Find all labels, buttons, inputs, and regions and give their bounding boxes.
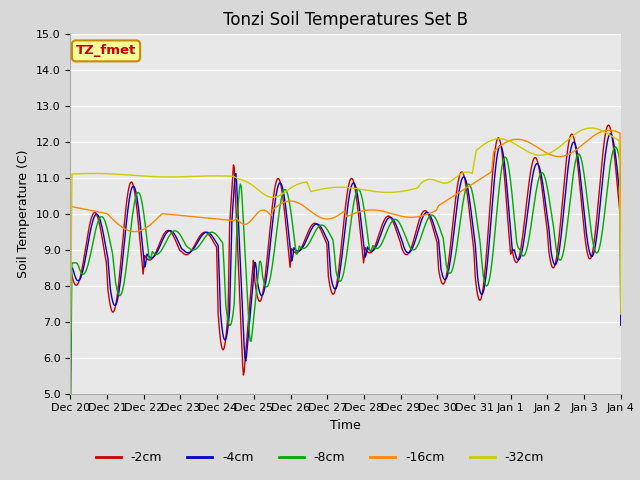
-32cm xyxy=(617,311,625,317)
Line: -16cm: -16cm xyxy=(70,130,621,329)
-4cm xyxy=(189,247,196,252)
-4cm xyxy=(133,195,141,201)
-16cm xyxy=(67,326,74,332)
-4cm xyxy=(617,322,625,328)
-8cm xyxy=(612,144,620,150)
-4cm xyxy=(67,367,74,372)
-2cm xyxy=(413,227,420,233)
-2cm xyxy=(429,223,436,229)
-8cm xyxy=(413,245,420,251)
-8cm xyxy=(189,247,196,253)
-32cm xyxy=(429,177,436,182)
-16cm xyxy=(218,216,226,222)
Title: Tonzi Soil Temperatures Set B: Tonzi Soil Temperatures Set B xyxy=(223,11,468,29)
Line: -32cm: -32cm xyxy=(70,128,621,334)
-2cm xyxy=(218,345,226,351)
-16cm xyxy=(189,214,196,219)
-32cm xyxy=(587,125,595,131)
-4cm xyxy=(606,131,614,137)
-32cm xyxy=(218,173,226,179)
-2cm xyxy=(605,122,612,128)
-16cm xyxy=(429,209,436,215)
-4cm xyxy=(413,234,420,240)
Text: TZ_fmet: TZ_fmet xyxy=(76,44,136,58)
-16cm xyxy=(413,214,420,220)
Y-axis label: Soil Temperature (C): Soil Temperature (C) xyxy=(17,149,30,278)
-8cm xyxy=(617,264,625,270)
-8cm xyxy=(429,212,436,218)
Line: -8cm: -8cm xyxy=(70,147,621,418)
-16cm xyxy=(605,127,613,133)
-16cm xyxy=(617,277,625,283)
-16cm xyxy=(133,228,141,234)
Line: -2cm: -2cm xyxy=(70,125,621,422)
-32cm xyxy=(413,185,420,191)
-32cm xyxy=(77,171,84,177)
-32cm xyxy=(67,331,74,336)
-4cm xyxy=(218,324,226,330)
-4cm xyxy=(429,218,436,224)
-4cm xyxy=(77,276,84,281)
-2cm xyxy=(133,207,141,213)
X-axis label: Time: Time xyxy=(330,419,361,432)
-8cm xyxy=(77,268,84,274)
-32cm xyxy=(189,173,196,179)
Line: -4cm: -4cm xyxy=(70,134,621,370)
-16cm xyxy=(77,205,84,211)
-8cm xyxy=(133,191,141,196)
-2cm xyxy=(189,245,196,251)
-2cm xyxy=(67,420,74,425)
-8cm xyxy=(67,415,74,421)
-2cm xyxy=(77,274,84,279)
-32cm xyxy=(133,173,141,179)
-8cm xyxy=(218,239,226,245)
-2cm xyxy=(617,204,625,210)
Legend: -2cm, -4cm, -8cm, -16cm, -32cm: -2cm, -4cm, -8cm, -16cm, -32cm xyxy=(91,446,549,469)
